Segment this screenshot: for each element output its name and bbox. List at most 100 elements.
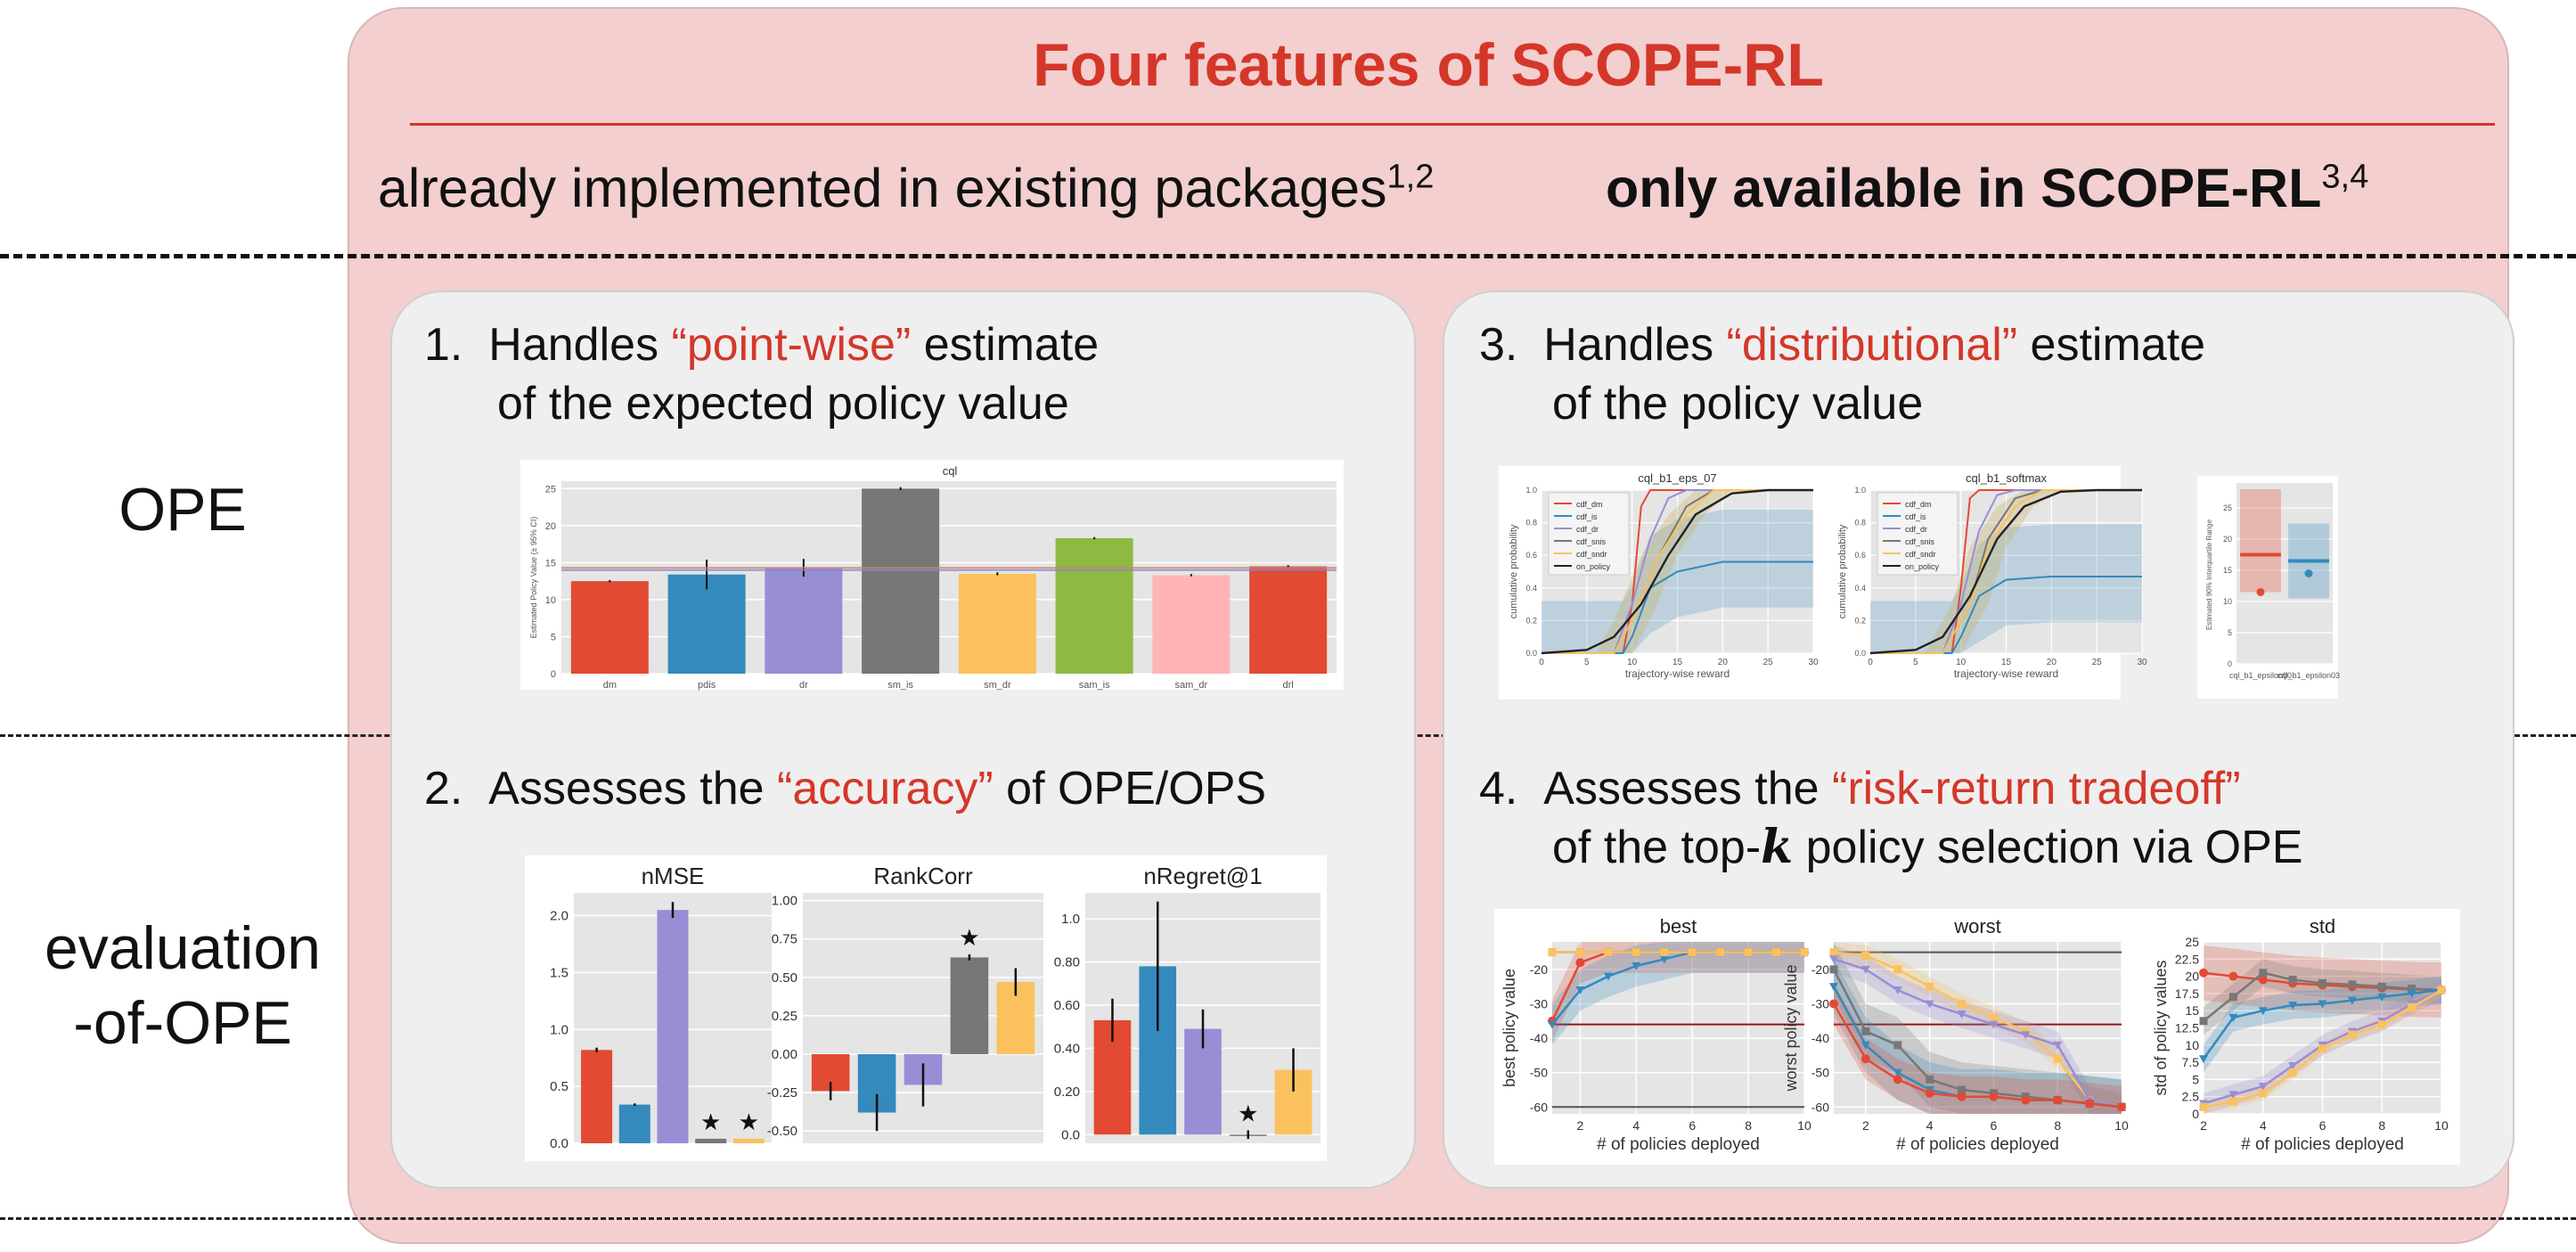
- worst-marker-red: [1893, 1075, 1902, 1084]
- best-ytick: -30: [1530, 996, 1548, 1011]
- worst-marker-red: [2085, 1099, 2095, 1109]
- cdf_eps07-xtick: 10: [1627, 658, 1638, 667]
- best-marker-blue: [1575, 986, 1585, 995]
- cql-ytick: 20: [545, 521, 556, 532]
- std-marker-blue: [2318, 1000, 2327, 1009]
- cdf_softmax-band-cdf_is: [1870, 524, 2142, 653]
- nmse-title: nMSE: [642, 863, 705, 889]
- cdf_eps07-xlabel: trajectory-wise reward: [1625, 667, 1730, 680]
- worst-marker-red: [1989, 1092, 1999, 1101]
- std-marker-gray: [2259, 969, 2268, 978]
- best-xtick: 8: [1745, 1118, 1752, 1133]
- cdf_eps07-xtick: 30: [1808, 658, 1819, 667]
- best-xtick: 10: [1797, 1118, 1811, 1133]
- best-marker-yellow: [1548, 948, 1557, 957]
- cql-bar-sam_is: [1055, 537, 1133, 674]
- cdf_eps07-legend-label: cdf_dr: [1576, 525, 1599, 534]
- nregret-ytick: 0.60: [1054, 998, 1080, 1013]
- bottom-divider: [0, 1217, 2576, 1220]
- std-marker-gray: [2228, 993, 2237, 1002]
- best-plot-area: [1552, 942, 1804, 1114]
- worst-line-purple: [1833, 958, 2122, 1109]
- std-ytick: 12.5: [2175, 1021, 2199, 1035]
- best-ytick: -50: [1530, 1066, 1548, 1080]
- best-marker-blue: [1631, 962, 1641, 971]
- std-marker-yellow: [2288, 1068, 2297, 1077]
- cdf_softmax-ytick: 0.0: [1854, 649, 1866, 658]
- cql-ytick: 15: [545, 558, 556, 569]
- best-marker-blue: [1603, 972, 1613, 981]
- worst-xtick: 2: [1862, 1118, 1869, 1133]
- std-xtick: 8: [2378, 1118, 2385, 1133]
- cdf_eps07-legend-label: cdf_snis: [1576, 537, 1607, 546]
- cdf_eps07-legend-label: cdf_dm: [1576, 500, 1603, 509]
- rankcorr-star: ★: [959, 924, 979, 951]
- cql-xtick-sam_is: sam_is: [1079, 680, 1110, 691]
- std-marker-gray: [2348, 980, 2357, 989]
- cdf_eps07-legend: [1548, 492, 1630, 576]
- worst-marker-purple: [1893, 986, 1902, 995]
- nregret-ytick: 0.20: [1054, 1084, 1080, 1100]
- cql-xtick-sm_dr: sm_dr: [984, 680, 1011, 691]
- row-label-ope: OPE: [119, 476, 247, 544]
- cql-title: cql: [943, 464, 958, 478]
- iqr-ytick: 25: [2223, 503, 2232, 512]
- std-ytick: 5: [2192, 1072, 2199, 1086]
- rankcorr-ytick: 0.25: [772, 1009, 797, 1024]
- worst-marker-blue: [1829, 983, 1838, 992]
- nregret-ytick: 1.0: [1061, 912, 1080, 927]
- iqr-point-cql_b1_epsilon03: [2304, 569, 2313, 577]
- std-marker-yellow: [2408, 1002, 2417, 1011]
- nregret-ytick: 0.40: [1054, 1041, 1080, 1056]
- rankcorr-bar-4: [950, 957, 989, 1055]
- worst-ytick: -20: [1811, 962, 1829, 977]
- worst-band-blue: [1834, 959, 2122, 1114]
- rankcorr-title: RankCorr: [873, 863, 973, 889]
- feature-4-text: 4. Assesses the “risk-return tradeoff” o…: [1479, 763, 2303, 874]
- cdf_softmax-xtick: 30: [2137, 658, 2147, 667]
- std-marker-blue: [2228, 1013, 2238, 1022]
- std-marker-purple: [2258, 1083, 2268, 1092]
- worst-marker-purple: [2053, 1041, 2063, 1050]
- std-marker-gray: [2199, 1017, 2208, 1026]
- cql-bar-sm_dr: [958, 573, 1036, 674]
- cdf_eps07-legend-label: cdf_sndr: [1576, 550, 1607, 559]
- std-ytick: 17.5: [2175, 986, 2199, 1001]
- worst-band-red: [1834, 983, 2122, 1114]
- worst-marker-gray: [1926, 1075, 1934, 1084]
- best-marker-blue: [1659, 955, 1669, 964]
- worst-marker-yellow: [1893, 965, 1902, 974]
- cql-ylabel: Estimated Policy Value (± 95% CI): [529, 517, 538, 639]
- worst-marker-blue: [1893, 1068, 1902, 1077]
- cdf_softmax-title: cql_b1_softmax: [1966, 471, 2048, 485]
- cdf_eps07-ytick: 0.8: [1525, 519, 1537, 528]
- cdf_softmax-xtick: 25: [2092, 658, 2103, 667]
- cdf_eps07-title: cql_b1_eps_07: [1638, 471, 1716, 485]
- worst-marker-yellow: [1829, 948, 1838, 957]
- cql-xtick-drl: drl: [1283, 680, 1294, 691]
- cdf_eps07-band-cdf_is: [1542, 509, 1813, 653]
- cql-ytick: 5: [551, 632, 556, 642]
- worst-marker-purple: [2021, 1031, 2031, 1040]
- iqr-ytick: 15: [2223, 566, 2232, 575]
- cql-bar-dm: [570, 581, 649, 674]
- rankcorr-ytick: 0.50: [772, 970, 797, 986]
- std-marker-yellow: [2377, 1020, 2386, 1029]
- worst-marker-purple: [1829, 955, 1838, 964]
- std-ytick: 20: [2185, 970, 2199, 984]
- cql-xtick-dr: dr: [799, 680, 808, 691]
- cql-xtick-pdis: pdis: [698, 680, 716, 691]
- best-ylabel: best policy value: [1501, 969, 1518, 1087]
- worst-marker-yellow: [1989, 1013, 1998, 1022]
- worst-ylabel: worst policy value: [1782, 964, 1800, 1092]
- rankcorr-ytick: -0.25: [767, 1085, 797, 1101]
- best-band-red: [1552, 942, 1804, 1042]
- std-marker-yellow: [2228, 1097, 2237, 1106]
- std-marker-red: [2258, 975, 2268, 985]
- best-marker-blue: [1548, 1020, 1557, 1029]
- best-ytick: -20: [1530, 962, 1548, 977]
- worst-line-red: [1832, 1002, 2122, 1109]
- std-marker-blue: [2258, 1007, 2268, 1016]
- worst-marker-yellow: [1861, 951, 1870, 960]
- std-marker-yellow: [2199, 1102, 2208, 1111]
